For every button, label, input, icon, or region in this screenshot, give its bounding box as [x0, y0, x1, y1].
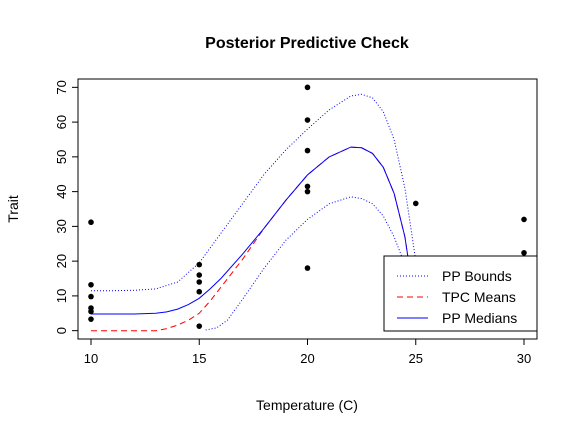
legend-label-tpc-means: TPC Means — [442, 289, 516, 305]
data-points — [88, 84, 527, 329]
legend-label-pp-medians: PP Medians — [442, 310, 517, 326]
legend-items: PP Bounds TPC Means PP Medians — [397, 268, 517, 326]
pp-bounds-line — [91, 93, 417, 292]
data-point — [304, 147, 311, 154]
data-point — [88, 308, 94, 315]
chart-title: Posterior Predictive Check — [205, 35, 409, 52]
data-point — [196, 272, 203, 278]
y-tick-label: 20 — [54, 254, 69, 268]
data-point — [88, 281, 94, 288]
data-point — [196, 288, 203, 295]
data-point — [412, 200, 419, 207]
x-tick-label: 25 — [409, 351, 423, 366]
legend: PP Bounds TPC Means PP Medians — [383, 255, 538, 332]
data-point — [304, 188, 311, 195]
data-point — [88, 219, 94, 226]
y-tick-label: 10 — [54, 289, 69, 303]
pp-bounds-line — [205, 196, 417, 331]
legend-label-pp-bounds: PP Bounds — [442, 268, 512, 284]
data-point — [304, 84, 311, 91]
y-axis: 0 10 20 30 40 50 60 70 — [54, 80, 78, 334]
data-point — [521, 249, 527, 256]
data-point — [196, 323, 203, 329]
y-tick-label: 70 — [54, 80, 69, 94]
data-point — [88, 293, 94, 300]
series-layer — [91, 93, 417, 332]
y-tick-label: 40 — [54, 184, 69, 198]
tpc-means-line — [91, 146, 417, 332]
data-point — [88, 316, 94, 322]
data-point — [521, 216, 527, 223]
data-point — [196, 279, 203, 285]
y-tick-label: 60 — [54, 115, 69, 129]
y-axis-label: Trait — [5, 195, 21, 223]
data-point — [196, 261, 203, 268]
y-tick-label: 0 — [54, 327, 69, 334]
x-tick-label: 15 — [192, 351, 206, 366]
pp-medians-line — [91, 146, 417, 315]
x-tick-label: 30 — [517, 351, 531, 366]
y-tick-label: 30 — [54, 219, 69, 233]
y-tick-label: 50 — [54, 150, 69, 164]
x-axis-label: Temperature (C) — [256, 397, 358, 413]
data-point — [304, 265, 311, 271]
x-axis: 10 15 20 25 30 — [84, 339, 531, 366]
x-tick-label: 20 — [300, 351, 314, 366]
data-point — [304, 117, 311, 123]
data-point — [304, 183, 311, 190]
x-tick-label: 10 — [84, 351, 98, 366]
